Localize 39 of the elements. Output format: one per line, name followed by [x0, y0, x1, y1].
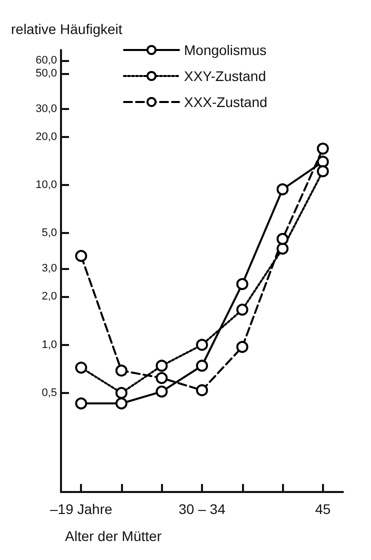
legend-label: Mongolismus [184, 42, 266, 58]
point [156, 386, 168, 398]
x-axis-title: Alter der Mütter [65, 528, 162, 544]
point [276, 242, 289, 255]
point [115, 386, 128, 399]
point [316, 165, 329, 178]
point [196, 338, 208, 351]
y-tick-label: 30,0 [36, 102, 57, 115]
point [236, 278, 248, 290]
y-tick-label: 2,0 [42, 290, 57, 303]
point [236, 340, 248, 353]
y-tick-label: 0,5 [42, 386, 57, 399]
point [316, 156, 329, 168]
y-axis-title: relative Häufigkeit [11, 21, 122, 37]
point [196, 384, 208, 396]
y-tick-label: 5,0 [42, 227, 57, 240]
point [115, 364, 128, 377]
x-tick-label: –19 Jahre [50, 501, 112, 517]
y-tick-label: 1,0 [42, 338, 57, 351]
point [156, 360, 168, 372]
x-tick-label: 45 [315, 501, 331, 517]
legend-label: XXX-Zustand [184, 94, 268, 110]
y-tick-label: 20,0 [36, 130, 57, 143]
point [75, 397, 88, 410]
y-tick-label: 3,0 [42, 262, 57, 275]
point [236, 304, 248, 316]
y-tick-label: 50,0 [36, 67, 57, 80]
point [196, 360, 208, 372]
legend-label: XXY-Zustand [184, 68, 266, 84]
point [75, 362, 88, 374]
y-tick-label: 10,0 [36, 179, 57, 192]
point [156, 372, 168, 384]
point [276, 232, 289, 245]
point [75, 250, 88, 262]
x-tick-label: 30 – 34 [178, 501, 226, 517]
point [316, 142, 329, 155]
point [115, 397, 128, 410]
y-tick-label: 60,0 [36, 54, 57, 67]
point [276, 183, 289, 196]
